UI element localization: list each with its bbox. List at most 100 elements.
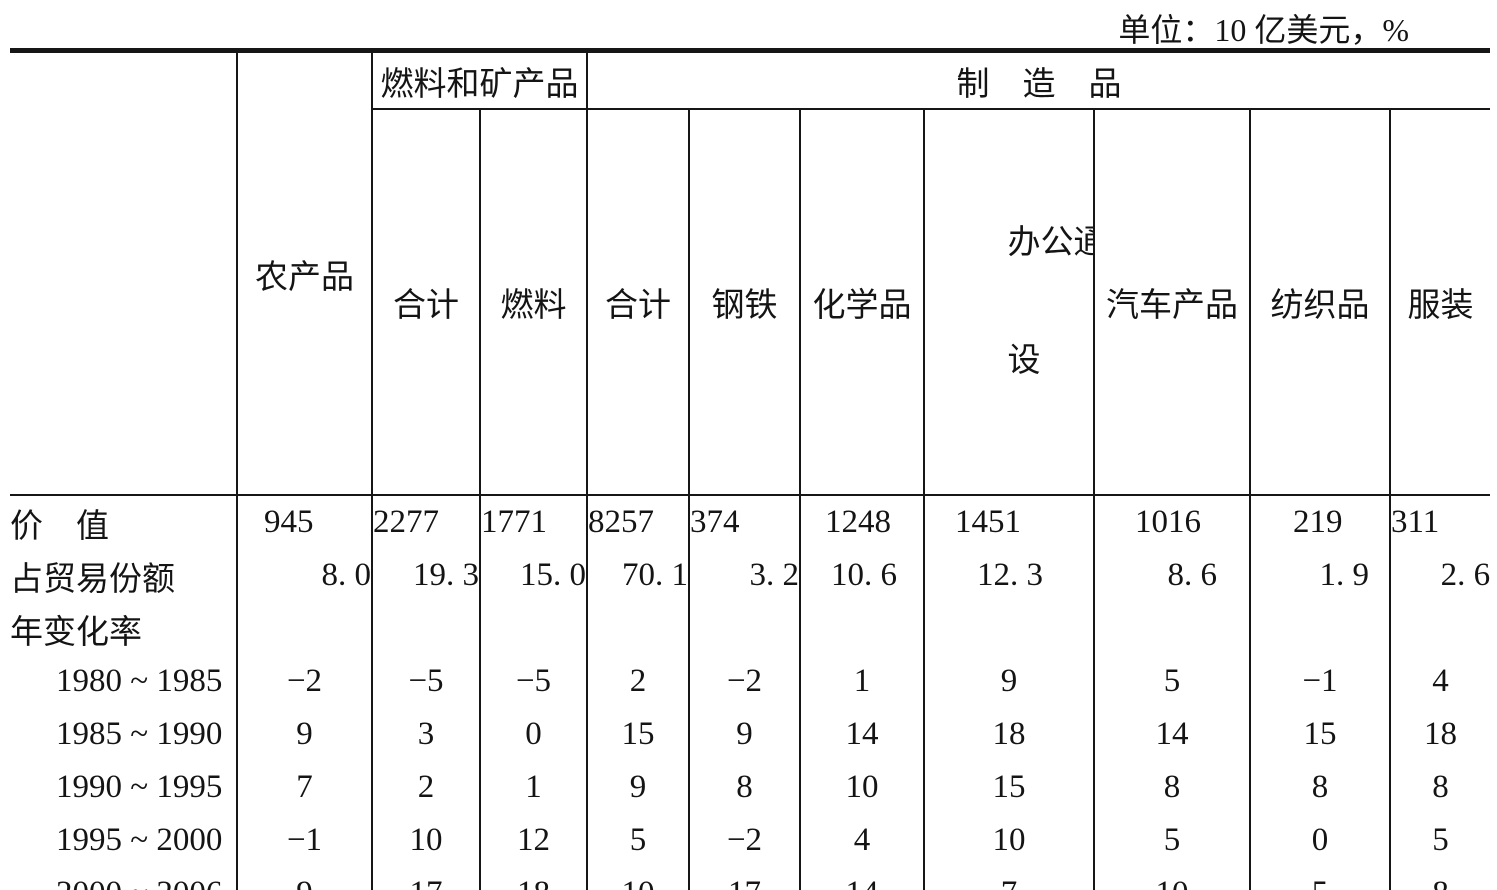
table-cell: 8 (1249, 761, 1390, 814)
table-cell: 14 (799, 867, 924, 890)
table-cell: −5 (371, 655, 480, 708)
office-telecom-line2: 设 备 (1007, 343, 1041, 379)
table-cell: 7 (923, 867, 1094, 890)
table-row: 1995 ~ 2000 −1 10 12 5 −2 4 10 5 0 5 (10, 814, 1491, 867)
table-cell: 1248 (799, 495, 924, 549)
table-cell: −2 (688, 814, 800, 867)
header-sub-row: 合计 燃料 合计 钢铁 化学品 办公通讯 设 备 汽车产品 纺织品 服装 (10, 109, 1491, 495)
column-header-clothing: 服装 (1388, 109, 1491, 495)
column-header-fuel: 燃料 (479, 109, 587, 495)
row-label: 价 值 (10, 508, 109, 545)
table-cell: 8 (1093, 761, 1250, 814)
column-header-chemicals: 化学品 (799, 109, 924, 495)
table-cell: −2 (236, 655, 372, 708)
table-cell (236, 602, 372, 655)
table-cell: 1016 (1093, 495, 1250, 549)
table-cell: 10. 6 (799, 549, 924, 602)
table-cell: 15 (586, 708, 689, 761)
table-cell: 5 (1093, 655, 1250, 708)
table-cell: 945 (236, 495, 372, 549)
table-cell (586, 602, 689, 655)
table-cell: 5 (1388, 814, 1491, 867)
table-cell (688, 602, 800, 655)
table-cell: −2 (688, 655, 800, 708)
table-cell: 8. 6 (1093, 549, 1250, 602)
table-cell: 5 (1249, 867, 1390, 890)
table-row: 2000 ~ 20069171810171471058 (10, 867, 1491, 890)
table-cell: 9 (236, 867, 372, 890)
row-label: 2000 ~ 2006 (10, 867, 237, 890)
table-cell: 14 (1093, 708, 1250, 761)
row-label: 年变化率 (10, 614, 142, 651)
table-cell: 17 (371, 867, 480, 890)
table-cell: 10 (586, 867, 689, 890)
trade-statistics-table: 农产品 燃料和矿产品 制 造 品 合计 燃料 合计 钢铁 化学品 办公通讯 设 … (10, 48, 1491, 890)
table-row: 价 值 945 2277 1771 8257 374 1248 1451 1016 219 311 (10, 495, 1491, 549)
table-cell: 374 (688, 495, 800, 549)
table-cell: 15 (1249, 708, 1390, 761)
table-cell: 3. 2 (688, 549, 800, 602)
table-cell: 4 (799, 814, 924, 867)
column-header-iron-steel: 钢铁 (688, 109, 800, 495)
table-cell (371, 602, 480, 655)
table-cell: 2 (371, 761, 480, 814)
table-row: 年变化率 (10, 602, 1491, 655)
table-cell: 10 (1093, 867, 1250, 890)
table-cell: 1451 (923, 495, 1094, 549)
table-cell: 12 (479, 814, 587, 867)
unit-label: 单位：10 亿美元，% (1118, 12, 1409, 48)
table-cell: −5 (479, 655, 587, 708)
table-row: 1980 ~ 1985 −2 −5 −5 2 −2 1 9 5 −1 4 (10, 655, 1491, 708)
table-cell: 8 (1388, 867, 1491, 890)
table-cell: 3 (371, 708, 480, 761)
table-cell: 18 (1388, 708, 1491, 761)
table-row: 1985 ~ 1990 9 3 0 15 9 14 18 14 15 18 (10, 708, 1491, 761)
table-cell: 18 (923, 708, 1094, 761)
table-cell: 2. 6 (1388, 549, 1491, 602)
table-cell: −1 (1249, 655, 1390, 708)
row-label: 1985 ~ 1990 (56, 716, 223, 752)
table-cell: 8 (1388, 761, 1491, 814)
row-label: 1980 ~ 1985 (56, 663, 223, 699)
table-cell: 1771 (479, 495, 587, 549)
table-cell: 4 (1388, 655, 1491, 708)
table-cell: 8 (688, 761, 800, 814)
table-cell (799, 602, 924, 655)
table-cell: 9 (688, 708, 800, 761)
column-header-agriculture: 农产品 (236, 50, 372, 495)
row-label: 1990 ~ 1995 (56, 769, 223, 805)
table-cell: 10 (371, 814, 480, 867)
table-cell: 0 (1249, 814, 1390, 867)
table-cell: 1 (799, 655, 924, 708)
table-body: 价 值 945 2277 1771 8257 374 1248 1451 1016 219 311 占… (10, 495, 1491, 890)
table-cell: 18 (479, 867, 587, 890)
table-cell: 9 (923, 655, 1094, 708)
table-cell: 14 (799, 708, 924, 761)
table-cell: 5 (1093, 814, 1250, 867)
header-group-row: 农产品 燃料和矿产品 制 造 品 (10, 50, 1491, 495)
office-telecom-line1: 办公通讯 (1007, 225, 1095, 261)
table-cell: 7 (236, 761, 372, 814)
column-header-textiles: 纺织品 (1249, 109, 1390, 495)
table-cell: 219 (1249, 495, 1390, 549)
table-cell: 15. 0 (479, 549, 587, 602)
row-label-column-header (10, 51, 237, 496)
column-header-automotive: 汽车产品 (1093, 109, 1250, 495)
column-group-fuels-mining: 燃料和矿产品 (371, 50, 587, 110)
table-row: 1990 ~ 1995 7 2 1 9 8 10 15 8 8 8 (10, 761, 1491, 814)
table-cell: 10 (923, 814, 1094, 867)
table-cell (1388, 602, 1491, 655)
column-header-office-telecom-equipment: 办公通讯 设 备 (923, 109, 1095, 495)
table-cell: 1. 9 (1249, 549, 1390, 602)
column-header-manufactures-total: 合计 (586, 109, 689, 495)
table-cell: 8. 0 (236, 549, 372, 602)
table-cell (1093, 602, 1250, 655)
table-cell: 70. 1 (586, 549, 689, 602)
table-cell: 17 (688, 867, 800, 890)
table-cell: −1 (236, 814, 372, 867)
table-cell: 19. 3 (371, 549, 480, 602)
table-cell (1249, 602, 1390, 655)
table-cell: 8257 (586, 495, 689, 549)
table-cell: 311 (1388, 495, 1491, 549)
